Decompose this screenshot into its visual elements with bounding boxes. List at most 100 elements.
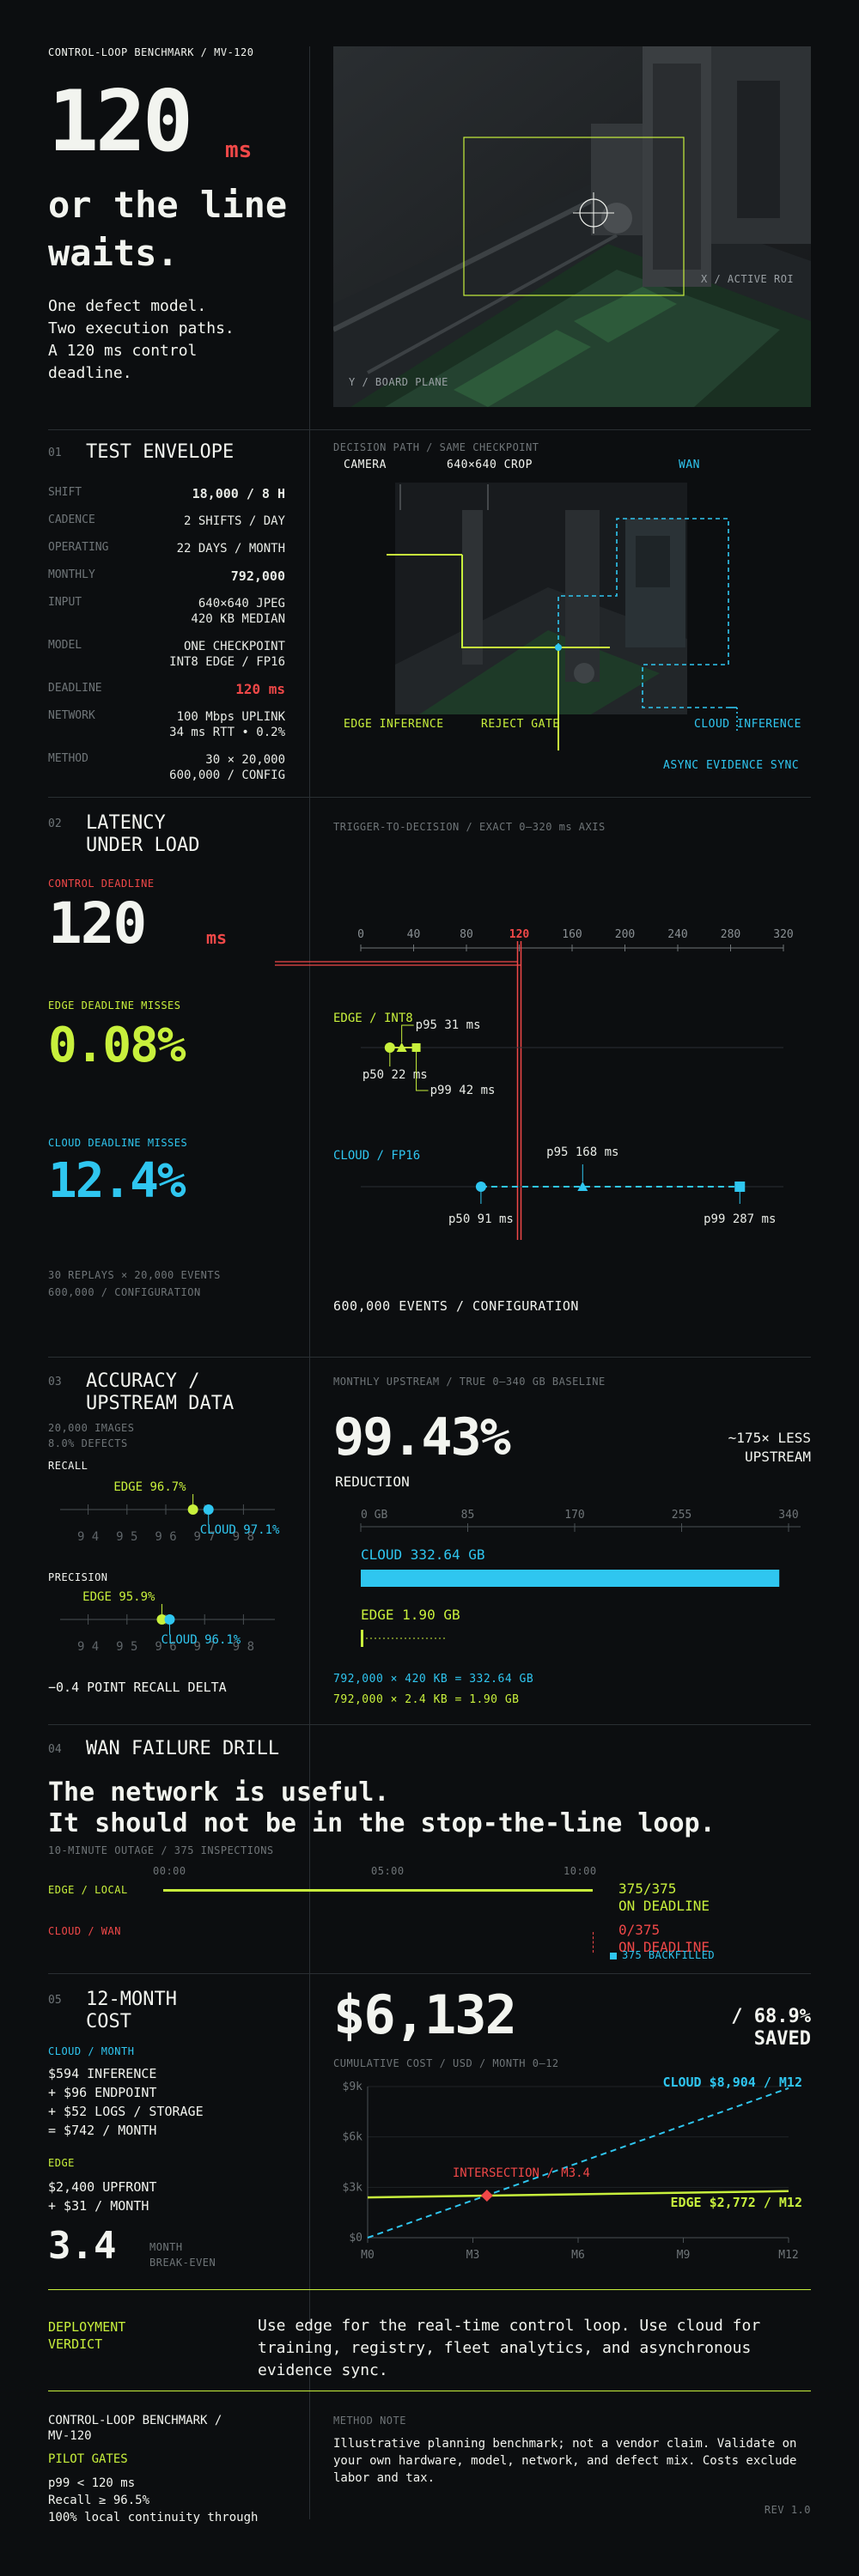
cost-line: + $52 LOGS / STORAGE [48,2104,204,2119]
cloud-misses-label: CLOUD DEADLINE MISSES [48,1137,188,1149]
section-title: TEST ENVELOPE [86,441,235,463]
cost-line: $2,400 UPFRONT [48,2179,157,2195]
verdict-rule [48,2289,811,2290]
cloud-series-label: CLOUD / FP16 [333,1149,420,1163]
gate-line: 100% local continuity through [48,2511,259,2524]
edge-cost-line [367,2190,789,2199]
edge-p95-marker [396,1042,407,1052]
divider [48,797,811,798]
reduction-label: REDUCTION [335,1473,410,1490]
cost-x-tick-label: M9 [677,2249,691,2262]
wan-edge-label: EDGE / LOCAL [48,1884,128,1896]
cost-cloud-head: CLOUD / MONTH [48,2045,135,2057]
envelope-row-value: 2 SHIFTS / DAY [183,514,285,528]
method-note-text: Illustrative planning benchmark; not a v… [333,2437,797,2485]
footer-title-line: CONTROL-LOOP BENCHMARK / [48,2414,222,2427]
edge-p95-leader [401,1024,414,1042]
latency-tick-label: 120 [509,928,530,941]
cost-y-tick: $0 [349,2232,362,2245]
footer-title-line: MV-120 [48,2429,92,2443]
section-title: UNDER LOAD [86,835,200,856]
section-title: 12-MONTH [86,1989,177,2010]
latency-tick-label: 40 [407,928,421,941]
wan-time-0: 00:00 [153,1865,186,1877]
less-line: ~175× LESS [728,1430,811,1446]
savings-value: $6,132 [333,1984,517,2046]
envelope-row-key: OPERATING [48,541,109,554]
wan-time-2: 10:00 [564,1865,597,1877]
precision-label: PRECISION [48,1571,108,1583]
envelope-row-value: 30 × 20,000 600,000 / CONFIG [169,753,285,782]
latency-tick-label: 240 [667,928,687,941]
strip-tick-label: 9 6 [155,1530,176,1544]
upstream-tick-label: 85 [461,1509,475,1522]
accuracy-sub: 20,000 IMAGES [48,1422,135,1434]
edge-p50-marker [384,1042,395,1053]
cost-x-tick-label: M6 [571,2249,585,2262]
edge-end-label: EDGE $2,772 / M12 [670,2195,802,2210]
cloud-bar-label: CLOUD 332.64 GB [361,1546,485,1563]
edge-p99-leader [416,1052,429,1091]
hero-intro-line: One defect model. [48,297,207,315]
intersection-label: INTERSECTION / M3.4 [453,2166,590,2180]
strip-tick-label: 9 4 [77,1530,99,1544]
cost-cloud-lines: $594 INFERENCE + $96 ENDPOINT + $52 LOGS… [48,2064,204,2140]
diagram-edge-inference: EDGE INFERENCE [344,718,444,731]
cost-y-tick: $3k [343,2181,363,2194]
cloud-value-label: CLOUD 97.1% [200,1523,280,1537]
edge-point [156,1614,168,1625]
wan-cloud-result: 0/375 ON DEADLINE [618,1922,710,1956]
cost-y-tick: $9k [343,2081,363,2093]
cost-x-tick-label: M12 [778,2249,798,2262]
diagram-wan: WAN [679,459,700,471]
cost-edge-head: EDGE [48,2157,75,2169]
cloud-p50-marker [475,1182,486,1192]
section-number: 01 [48,447,62,459]
divider [48,429,811,430]
wan-cloud-marker [593,1932,594,1953]
decision-path-diagram: CAMERA 640×640 CROP WAN EDGE INFERENCE R… [333,459,811,785]
hero-intro-line: Two execution paths. [48,319,235,337]
strip-tick-label: 9 6 [155,1640,176,1654]
upstream-tick-label: 170 [564,1509,584,1522]
wan-time-1: 05:00 [371,1865,405,1877]
cost-chart-title: CUMULATIVE COST / USD / MONTH 0–12 [333,2057,559,2069]
envelope-row-key: DEADLINE [48,682,102,695]
edge-point [187,1504,198,1515]
wan-edge-result: 375/375 ON DEADLINE [618,1880,710,1915]
envelope-row-value: ONE CHECKPOINT INT8 EDGE / FP16 [169,640,285,669]
gate-line: p99 < 120 ms [48,2476,136,2490]
divider [48,1357,811,1358]
envelope-row-key: MONTHLY [48,568,95,581]
upstream-tick-label: 255 [672,1509,691,1522]
section-title: WAN FAILURE DRILL [86,1738,280,1759]
cloud-p50-label: p50 91 ms [448,1212,514,1226]
strip-tick-label: 9 4 [77,1640,99,1654]
strip-tick-label: 9 5 [116,1530,137,1544]
wan-edge-result-label: ON DEADLINE [618,1898,710,1914]
diagram-camera: CAMERA [344,459,387,471]
edge-value-label: EDGE 96.7% [113,1480,186,1494]
envelope-row-value: 22 DAYS / MONTH [176,542,285,556]
calc-cloud: 792,000 × 420 KB = 332.64 GB [333,1673,534,1686]
envelope-row-value: 640×640 JPEG 420 KB MEDIAN [191,597,285,626]
latency-footnote: 600,000 / CONFIGURATION [48,1286,201,1298]
gate-line: Recall ≥ 96.5% [48,2494,150,2507]
method-note-head: METHOD NOTE [333,2415,406,2427]
savings-pct: / 68.9% [731,2006,811,2027]
cloud-p95-label: p95 168 ms [546,1145,618,1159]
recall-chart: 9 4 9 5 9 6 9 7 9 8 EDGE 96.7% CLOUD 97.1% [60,1480,280,1544]
envelope-row-value: 792,000 [230,568,285,584]
latency-footnote: 30 REPLAYS × 20,000 EVENTS [48,1269,221,1281]
section-title: ACCURACY / [86,1370,200,1392]
edge-p50-label: p50 22 ms [362,1068,428,1082]
wan-headline-2: It should not be in the stop-the-line lo… [48,1808,716,1838]
divider [48,1973,811,1974]
cloud-misses-value: 12.4% [48,1153,186,1209]
upstream-title: MONTHLY UPSTREAM / TRUE 0–340 GB BASELIN… [333,1376,606,1388]
calc-edge: 792,000 × 2.4 KB = 1.90 GB [333,1693,520,1706]
diagram-reject-gate: REJECT GATE [481,718,560,731]
latency-tick-label: 160 [562,928,582,941]
cloud-point [164,1614,175,1625]
envelope-row-value: 120 ms [235,681,285,697]
